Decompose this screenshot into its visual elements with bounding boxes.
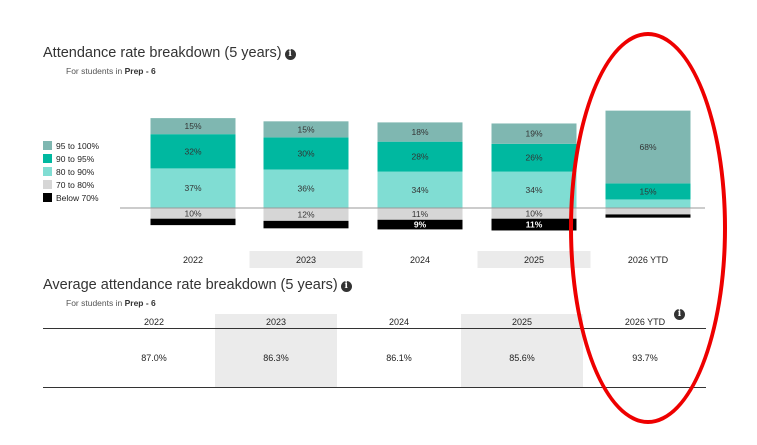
column-shade (215, 314, 337, 387)
bar-segment (263, 169, 349, 208)
table-header-cell: 2025 (511, 317, 533, 327)
chart-title-text: Attendance rate breakdown (5 years) (43, 45, 282, 61)
table-value-cell: 86.3% (263, 353, 289, 363)
bar-segment (605, 183, 691, 200)
legend-item: Below 70% (43, 191, 99, 204)
column-shade (461, 314, 583, 387)
bar-segment (150, 208, 236, 219)
category-label: 2025 (524, 255, 544, 265)
legend-item: 80 to 90% (43, 165, 99, 178)
bar-label: 10% (184, 208, 201, 218)
table-header-cell: 2022 (143, 317, 165, 327)
bar-label: 34% (411, 185, 428, 195)
table-header-cell: 2026 YTD (624, 317, 666, 327)
category-label: 2026 YTD (628, 255, 669, 265)
subtitle-prefix: For students in (66, 298, 125, 308)
category-shade (249, 251, 363, 268)
table-bottom-border (43, 387, 706, 388)
bar-label: 26% (525, 153, 542, 163)
bar-segment (150, 168, 236, 208)
table-value-cell: 93.7% (632, 353, 658, 363)
bar-label: 68% (639, 142, 656, 152)
bar-segment (150, 218, 236, 226)
subtitle-grade-range: Prep - 6 (124, 298, 156, 308)
legend-label: 95 to 100% (56, 140, 100, 151)
bar-label: 34% (525, 185, 542, 195)
legend-swatch (43, 167, 52, 176)
bar-segment (377, 141, 463, 172)
chart-title: Attendance rate breakdown (5 years) i (43, 45, 296, 61)
info-icon[interactable]: i (284, 49, 296, 60)
bar-segment (263, 220, 349, 229)
bar-label: 30% (297, 148, 314, 158)
bar-label: 12% (297, 209, 314, 219)
table-subtitle: For students in Prep - 6 (66, 298, 156, 308)
subtitle-prefix: For students in (66, 66, 125, 76)
table-header-cell: 2024 (388, 317, 410, 327)
bar-segment (605, 214, 691, 218)
bar-label: 15% (184, 121, 201, 131)
chart-legend: 95 to 100% 90 to 95% 80 to 90% 70 to 80% Bel… (43, 139, 99, 204)
category-label: 2024 (410, 255, 430, 265)
bar-segment (605, 199, 691, 208)
bar-label: 37% (184, 183, 201, 193)
bar-segment (605, 208, 691, 215)
legend-swatch (43, 193, 52, 202)
bar-label: 11% (412, 209, 429, 219)
table-title-text: Average attendance rate breakdown (5 yea… (43, 277, 338, 293)
legend-item: 95 to 100% (43, 139, 99, 152)
bar-label: 28% (411, 152, 428, 162)
bar-segment (263, 121, 349, 138)
bar-label: 18% (411, 127, 428, 137)
bar-segment (377, 122, 463, 142)
bar-segment (491, 123, 577, 144)
legend-swatch (43, 141, 52, 150)
legend-item: 90 to 95% (43, 152, 99, 165)
legend-swatch (43, 154, 52, 163)
legend-label: 80 to 90% (56, 166, 95, 177)
bar-label: 10% (525, 208, 542, 218)
legend-label: Below 70% (56, 192, 99, 203)
table-value-cell: 86.1% (386, 353, 412, 363)
legend-item: 70 to 80% (43, 178, 99, 191)
bar-segment (377, 219, 463, 230)
legend-label: 90 to 95% (56, 153, 95, 164)
bar-label: 11% (526, 220, 543, 230)
bar-segment (491, 208, 577, 219)
bar-segment (491, 171, 577, 208)
bar-label: 15% (639, 186, 656, 196)
table-value-cell: 87.0% (141, 353, 167, 363)
bar-label: 19% (525, 129, 542, 139)
bar-segment (377, 208, 463, 220)
bar-segment (491, 143, 577, 172)
subtitle-grade-range: Prep - 6 (124, 66, 156, 76)
bar-label: 32% (184, 146, 201, 156)
bar-label: 15% (297, 124, 314, 134)
info-icon[interactable]: i (674, 309, 685, 320)
bar-segment (491, 218, 577, 231)
bar-segment (150, 118, 236, 135)
table-header-divider (43, 328, 706, 329)
bar-segment (263, 137, 349, 170)
chart-subtitle: For students in Prep - 6 (66, 66, 156, 76)
bar-segment (605, 110, 691, 184)
bar-label: 9% (414, 220, 427, 230)
legend-swatch (43, 180, 52, 189)
bar-segment (150, 134, 236, 169)
table-value-cell: 85.6% (509, 353, 535, 363)
bar-label: 36% (297, 184, 314, 194)
category-label: 2022 (183, 255, 203, 265)
table-title: Average attendance rate breakdown (5 yea… (43, 277, 352, 293)
category-label: 2023 (296, 255, 316, 265)
bar-segment (263, 208, 349, 221)
legend-label: 70 to 80% (56, 179, 95, 190)
bar-segment (377, 171, 463, 208)
table-header-cell: 2023 (265, 317, 287, 327)
category-shade (477, 251, 591, 268)
info-icon[interactable]: i (340, 281, 352, 292)
